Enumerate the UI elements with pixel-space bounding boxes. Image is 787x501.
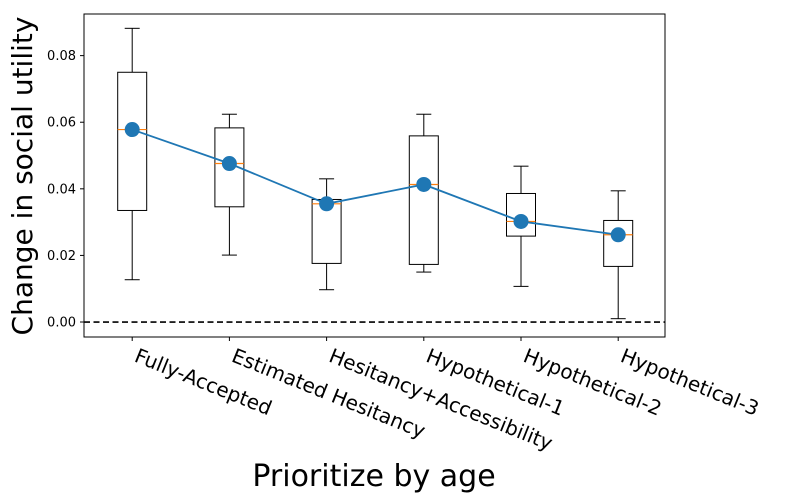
box-body xyxy=(214,127,245,208)
mean-point-6 xyxy=(610,227,626,243)
box-1 xyxy=(117,27,148,281)
mean-point-3 xyxy=(319,196,335,212)
mean-point-5 xyxy=(513,213,529,229)
box-body xyxy=(603,219,634,267)
box-5 xyxy=(506,165,536,287)
box-body xyxy=(408,135,439,265)
plot-frame xyxy=(83,13,666,338)
y-tick-label: 0.00 xyxy=(47,316,76,331)
box-3 xyxy=(311,178,342,291)
mean-point-1 xyxy=(124,122,140,138)
box-body xyxy=(117,71,148,211)
box-body xyxy=(506,192,536,237)
mean-point-2 xyxy=(221,156,237,172)
box-2 xyxy=(214,113,245,256)
x-axis-title: Prioritize by age xyxy=(252,459,495,494)
mean-point-4 xyxy=(416,176,432,192)
y-tick-label: 0.02 xyxy=(47,249,76,264)
mean-series-line xyxy=(131,128,619,236)
chart-marks xyxy=(84,27,665,323)
box-6 xyxy=(603,190,634,320)
y-tick-label: 0.04 xyxy=(47,182,76,197)
box-4 xyxy=(408,113,439,273)
y-tick-label: 0.08 xyxy=(47,49,76,64)
y-axis-title: Change in social utility xyxy=(6,17,39,336)
y-axis: 0.00 0.02 0.04 0.06 0.08 xyxy=(47,49,84,331)
y-tick-label: 0.06 xyxy=(47,116,76,131)
